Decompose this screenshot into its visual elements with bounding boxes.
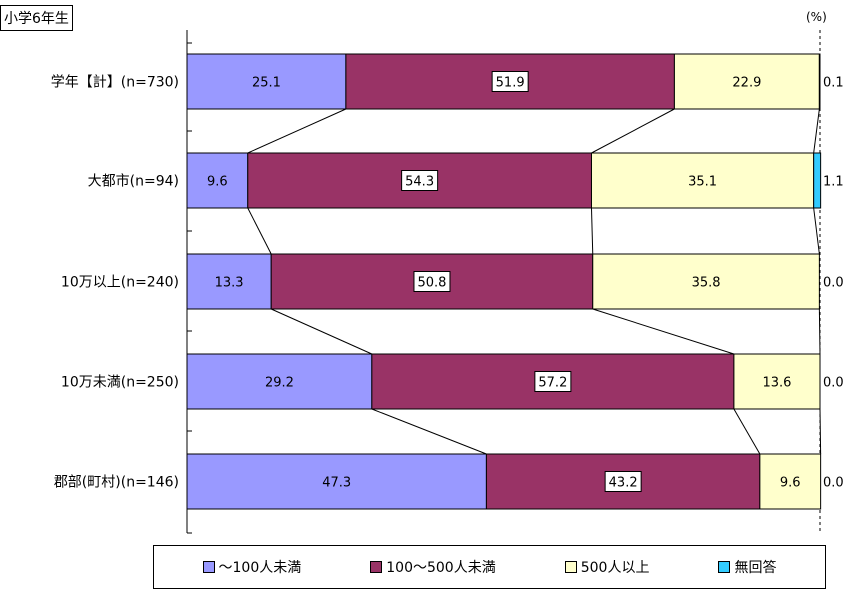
data-label-box-0-1 [491,71,529,92]
data-label-4-2: 9.6 [780,476,801,491]
legend-swatch-3 [718,561,731,573]
category-label-1: 大都市(n=94) [88,173,179,190]
legend-swatch-1 [370,561,383,573]
connector-line-1-1 [247,207,272,255]
data-label-4-1: 43.2 [609,476,638,491]
bar-segment-2-2 [592,253,820,310]
legend-swatch-0 [202,561,215,573]
data-label-4-0: 47.3 [322,476,351,491]
bar-segment-0-3 [818,53,821,110]
connector-line-2-2 [592,308,735,355]
data-label-0-2: 22.9 [732,76,761,91]
data-label-box-3-1 [534,371,572,392]
legend-label-0: ～100人未満 [218,560,302,576]
data-label-3-2: 13.6 [762,376,791,391]
category-label-3: 10万未満(n=250) [61,375,179,391]
bar-segment-1-3 [813,152,822,209]
data-label-1-3: 1.1 [823,175,844,190]
data-label-2-2: 35.8 [692,276,721,291]
legend-label-3: 無回答 [734,560,777,576]
connector-line-2-1 [270,308,373,355]
chart-legend: ～100人未満 100～500人未満 500人以上 無回答 [153,545,826,589]
data-label-2-1: 50.8 [417,276,446,291]
data-label-3-0: 29.2 [265,376,294,391]
connector-line-1-3 [813,207,820,255]
legend-label-2: 500人以上 [580,560,650,576]
data-label-2-0: 13.3 [215,276,244,291]
bar-segment-2-0 [186,253,272,310]
connector-line-3-3 [819,408,822,455]
bar-segment-4-2 [759,453,822,510]
data-label-0-0: 25.1 [252,76,281,91]
data-label-4-3: 0.0 [823,476,844,491]
category-label-2: 10万以上(n=240) [61,275,179,291]
connector-line-2-3 [818,308,821,355]
data-label-box-2-1 [413,271,451,292]
connector-line-0-1 [247,108,347,154]
connector-line-0-2 [591,108,675,154]
legend-item-1: 100～500人未満 [370,557,496,577]
data-label-box-1-1 [401,170,439,191]
connector-line-3-2 [733,408,761,455]
connector-line-0-3 [813,108,820,154]
legend-label-1: 100～500人未満 [386,560,496,576]
category-label-4: 郡部(町村)(n=146) [54,475,179,491]
connector-line-1-2 [590,207,594,255]
data-label-0-3: 0.1 [823,76,844,91]
data-label-0-1: 51.9 [496,76,525,91]
connector-line-3-1 [371,408,487,455]
chart-title: 小学6年生 [0,5,73,31]
category-label-0: 学年【計】(n=730) [51,75,179,91]
data-label-box-4-1 [604,471,642,492]
legend-item-3: 無回答 [718,557,776,577]
data-label-1-1: 54.3 [405,175,434,190]
data-label-3-3: 0.0 [823,376,844,391]
data-label-1-2: 35.1 [688,175,717,190]
stacked-bar-chart: 学年【計】(n=730) 大都市(n=94) 10万以上(n=240) 10万未満(n… [51,30,844,534]
bar-segment-1-2 [590,152,815,209]
data-label-2-3: 0.0 [823,276,844,291]
legend-item-2: 500人以上 [564,557,650,577]
data-label-3-1: 57.2 [538,376,567,391]
legend-swatch-2 [564,561,577,573]
bar-segment-0-2 [673,53,820,110]
bar-segment-3-2 [733,353,821,410]
data-label-1-0: 9.6 [207,175,228,190]
bar-segment-4-0 [186,453,487,510]
bar-segment-1-0 [186,152,249,209]
unit-label: (%) [806,10,827,24]
legend-item-0: ～100人未満 [202,557,302,577]
bar-segment-3-0 [186,353,373,410]
